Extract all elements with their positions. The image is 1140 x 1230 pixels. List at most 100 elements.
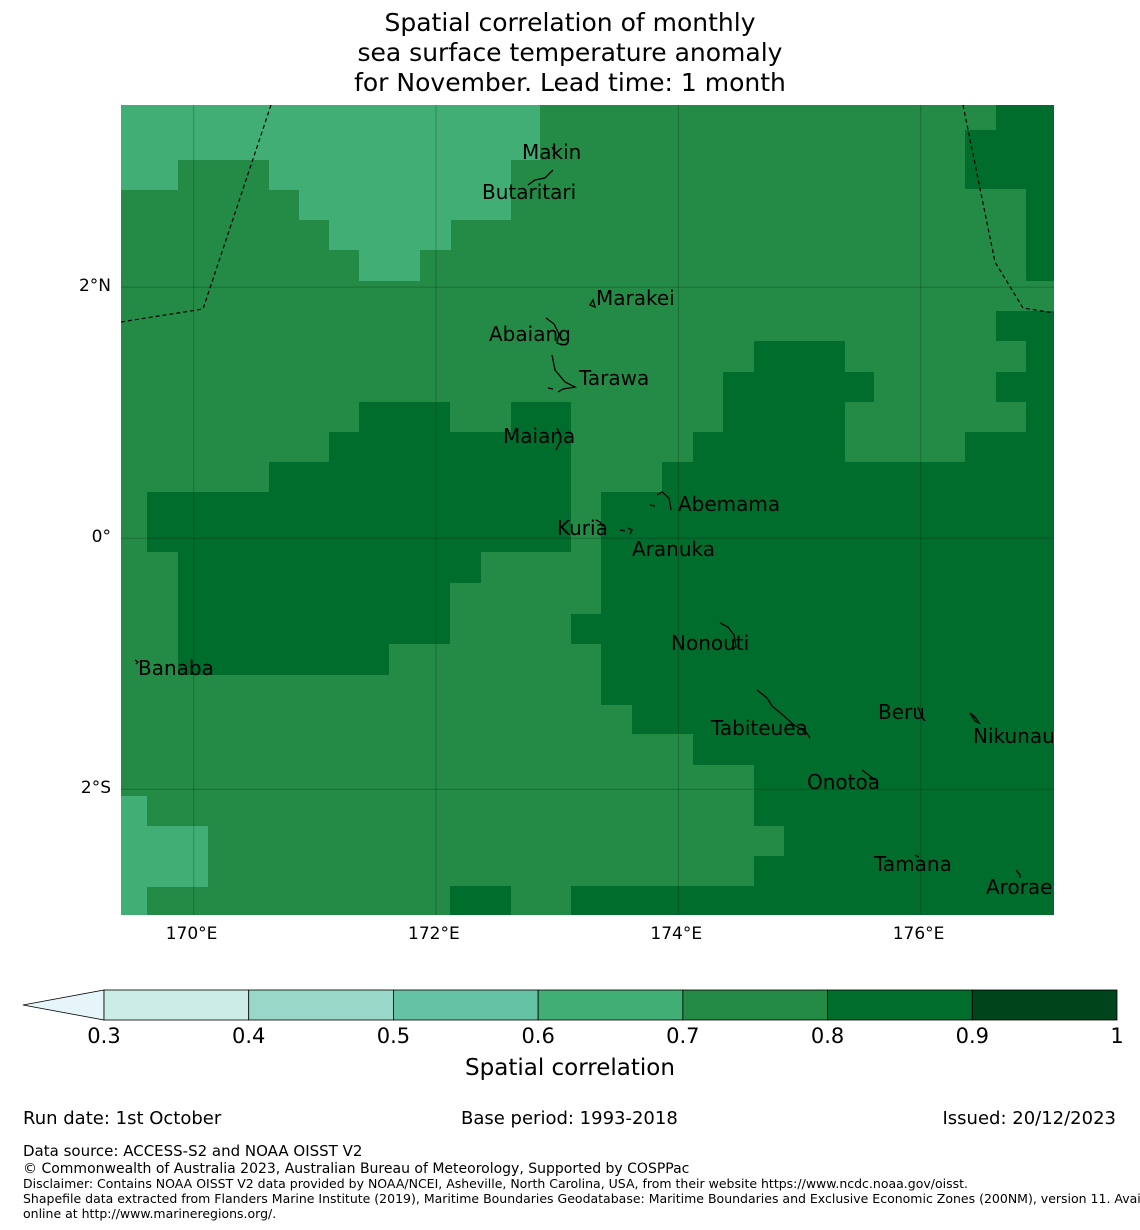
place-label-aranuka: Aranuka [632, 537, 715, 561]
correlation-cell [996, 372, 1054, 402]
island-kuria [595, 519, 604, 527]
correlation-cell [601, 552, 1054, 614]
lon-tick-label: 170°E [165, 924, 218, 944]
island-aranuka [619, 527, 633, 535]
colorbar-level [103, 989, 250, 1021]
correlation-cell [693, 734, 1054, 765]
island-outlines [134, 146, 1021, 878]
island-nikunau [969, 712, 981, 725]
correlation-cell [359, 250, 420, 281]
correlation-cell [662, 462, 1054, 552]
correlation-cell [450, 886, 511, 915]
correlation-cell [299, 190, 511, 220]
correlation-cell [632, 705, 1054, 734]
shapefile-credit-2: online at http://www.marineregions.org/. [23, 1206, 277, 1221]
correlation-cell [571, 614, 1054, 644]
correlation-cell [1026, 402, 1054, 432]
colorbar-tick-label: 0.7 [666, 1024, 700, 1048]
island-maiana [555, 427, 562, 451]
colorbar-label: Spatial correlation [465, 1055, 675, 1081]
island-tarawa [547, 354, 578, 393]
place-label-abemama: Abemama [678, 492, 780, 516]
colorbar-tick-label: 0.4 [232, 1024, 266, 1048]
correlation-cell [178, 644, 389, 675]
correlation-cell [723, 372, 874, 402]
copyright: © Commonwealth of Australia 2023, Austra… [23, 1161, 690, 1177]
island-tabiteuea [756, 689, 811, 739]
lat-tick-label: 2°N [78, 276, 111, 297]
eez-boundary-east [962, 104, 1055, 314]
place-labels: Makin Butaritari Marakei Abaiang Tarawa Maian… [138, 140, 1055, 899]
eez-boundary-west [120, 104, 272, 323]
correlation-cell [121, 160, 178, 190]
island-abemama [649, 491, 672, 511]
island-onotoa [861, 769, 876, 781]
colorbar-levels [103, 989, 1118, 1021]
map-plot: Makin Butaritari Marakei Abaiang Tarawa Maian… [120, 104, 1055, 915]
title-line-1: Spatial correlation of monthly [384, 8, 756, 37]
correlation-cell [178, 583, 450, 644]
colorbar-level [248, 989, 394, 1021]
island-beru [917, 706, 926, 722]
correlation-cell [754, 856, 1054, 886]
place-label-nonouti: Nonouti [671, 631, 749, 655]
correlation-cell [329, 220, 451, 250]
shapefile-credit-1: Shapefile data extracted from Flanders M… [23, 1191, 1140, 1206]
issued-date: Issued: 20/12/2023 [942, 1108, 1116, 1129]
correlation-cell [965, 130, 1054, 189]
colorbar-level [827, 989, 973, 1021]
colorbar-tick-label: 0.5 [376, 1024, 411, 1048]
place-label-onotoa: Onotoa [807, 770, 880, 794]
correlation-cell [601, 644, 1054, 705]
lat-tick-label: 0° [91, 527, 111, 548]
colorbar-tick-label: 0.8 [810, 1024, 845, 1048]
correlation-cell [1026, 189, 1054, 281]
island-marakei [589, 298, 596, 309]
graticule [121, 105, 1054, 915]
chart-title: Spatial correlation of monthly sea surfa… [0, 8, 1140, 98]
lon-tick-label: 176°E [892, 924, 945, 944]
correlation-cell [996, 311, 1054, 341]
correlation-cell [269, 160, 511, 190]
island-butaritari [527, 169, 554, 186]
correlation-cell [601, 492, 662, 552]
place-label-arorae: Arorae [986, 875, 1052, 899]
colorbar-tick-label: 0.3 [87, 1024, 121, 1048]
lon-tick-label: 172°E [408, 924, 460, 944]
colorbar-level [682, 989, 828, 1021]
data-source: Data source: ACCESS-S2 and NOAA OISST V2 [23, 1142, 363, 1160]
place-label-beru: Beru [878, 700, 925, 724]
correlation-cell [269, 462, 571, 492]
lat-tick-label: 2°S [80, 778, 111, 799]
eez-boundaries [120, 104, 1055, 323]
correlation-cell [329, 432, 571, 462]
colorbar-level [537, 989, 684, 1021]
title-line-3: for November. Lead time: 1 month [354, 68, 786, 97]
place-label-maiana: Maiana [503, 424, 575, 448]
disclaimer: Disclaimer: Contains NOAA OISST V2 data … [23, 1176, 968, 1191]
correlation-field [121, 105, 1054, 915]
correlation-cell [693, 432, 845, 462]
island-tamana [914, 854, 920, 858]
place-label-tarawa: Tarawa [578, 366, 649, 390]
correlation-cell [784, 826, 1054, 856]
correlation-cell [754, 341, 845, 372]
place-label-nikunau: Nikunau [973, 724, 1055, 748]
place-label-banaba: Banaba [138, 656, 214, 680]
island-arorae [1015, 869, 1021, 878]
correlation-cell [571, 886, 1054, 915]
colorbar-tick-label: 1 [1110, 1024, 1124, 1048]
island-banaba [134, 659, 140, 665]
correlation-cell [1026, 341, 1054, 372]
place-label-kuria: Kuria [557, 516, 608, 540]
correlation-cell [965, 432, 1054, 462]
place-label-butaritari: Butaritari [482, 180, 576, 204]
place-label-abaiang: Abaiang [489, 322, 571, 346]
place-label-marakei: Marakei [596, 286, 675, 310]
run-date: Run date: 1st October [23, 1108, 222, 1129]
colorbar [22, 989, 1118, 1021]
correlation-cell [121, 826, 208, 887]
correlation-cell [511, 402, 571, 432]
place-label-makin: Makin [522, 140, 581, 164]
colorbar-level [393, 989, 539, 1021]
